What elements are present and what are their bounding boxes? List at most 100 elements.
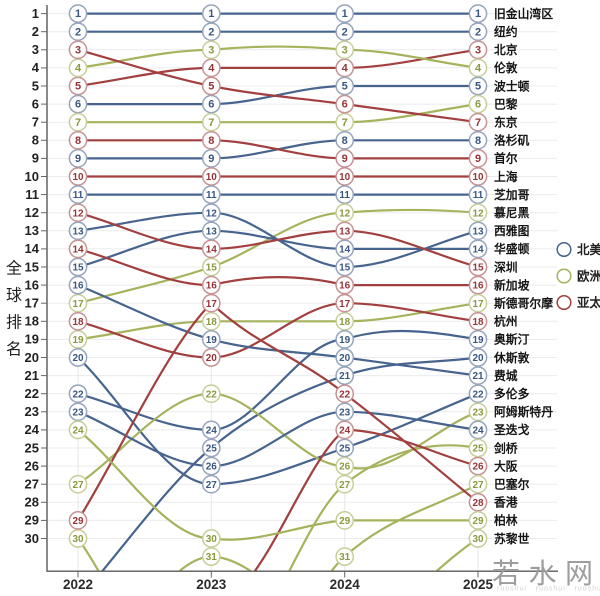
svg-text:13: 13	[339, 226, 351, 237]
svg-text:慕尼黑: 慕尼黑	[493, 206, 530, 220]
svg-text:9: 9	[342, 153, 348, 165]
svg-text:15: 15	[25, 259, 39, 274]
svg-text:2022: 2022	[63, 577, 93, 591]
svg-text:伦敦: 伦敦	[494, 61, 518, 75]
svg-text:18: 18	[206, 317, 218, 328]
svg-text:新加坡: 新加坡	[494, 278, 530, 292]
svg-text:22: 22	[72, 389, 84, 400]
svg-text:7: 7	[342, 117, 348, 129]
svg-text:17: 17	[72, 299, 84, 310]
svg-text:22: 22	[206, 389, 218, 400]
svg-text:15: 15	[472, 263, 484, 274]
svg-text:16: 16	[339, 281, 351, 292]
svg-text:25: 25	[25, 440, 39, 455]
svg-text:14: 14	[472, 245, 484, 256]
svg-text:9: 9	[475, 153, 481, 165]
svg-text:27: 27	[72, 480, 84, 491]
svg-text:多伦多: 多伦多	[494, 387, 530, 401]
svg-text:27: 27	[206, 480, 218, 491]
svg-text:10: 10	[25, 169, 39, 184]
svg-text:25: 25	[472, 444, 484, 455]
svg-text:29: 29	[472, 516, 484, 527]
svg-text:16: 16	[206, 281, 218, 292]
svg-text:23: 23	[72, 407, 84, 418]
svg-text:29: 29	[339, 516, 351, 527]
svg-text:20: 20	[472, 353, 484, 364]
svg-text:19: 19	[339, 335, 351, 346]
svg-text:28: 28	[25, 495, 39, 510]
svg-text:24: 24	[206, 426, 218, 437]
svg-text:球: 球	[6, 287, 22, 305]
svg-text:亚太: 亚太	[577, 295, 600, 310]
svg-text:6: 6	[75, 99, 81, 111]
svg-text:北京: 北京	[494, 43, 518, 57]
svg-text:16: 16	[472, 281, 484, 292]
svg-text:19: 19	[472, 335, 484, 346]
svg-text:24: 24	[472, 426, 484, 437]
svg-text:香港: 香港	[493, 496, 518, 510]
svg-text:剑桥: 剑桥	[493, 441, 518, 455]
svg-text:8: 8	[342, 135, 348, 147]
svg-text:14: 14	[206, 245, 218, 256]
svg-text:21: 21	[25, 368, 39, 383]
svg-text:5: 5	[32, 78, 39, 93]
svg-text:9: 9	[75, 153, 81, 165]
svg-text:20: 20	[25, 350, 39, 365]
svg-text:20: 20	[206, 353, 218, 364]
svg-text:1: 1	[342, 8, 348, 20]
svg-text:6: 6	[475, 99, 481, 111]
svg-text:欧洲: 欧洲	[577, 269, 600, 284]
svg-text:5: 5	[208, 81, 214, 93]
svg-text:旧金山湾区: 旧金山湾区	[494, 7, 553, 21]
svg-text:巴黎: 巴黎	[494, 97, 518, 111]
svg-text:5: 5	[475, 81, 481, 93]
svg-text:23: 23	[25, 404, 39, 419]
svg-text:波士顿: 波士顿	[494, 79, 530, 93]
svg-text:西雅图: 西雅图	[494, 224, 530, 238]
svg-text:22: 22	[25, 386, 39, 401]
svg-text:19: 19	[72, 335, 84, 346]
svg-text:2024: 2024	[330, 577, 361, 591]
svg-text:4: 4	[475, 63, 482, 75]
svg-text:1: 1	[32, 6, 39, 21]
svg-text:3: 3	[75, 44, 81, 56]
svg-text:30: 30	[25, 531, 39, 546]
svg-text:深圳: 深圳	[494, 260, 518, 274]
svg-text:费城: 费城	[494, 369, 518, 383]
svg-text:26: 26	[25, 458, 39, 473]
svg-text:2025: 2025	[463, 577, 494, 591]
svg-text:5: 5	[342, 81, 348, 93]
svg-text:4: 4	[32, 60, 40, 75]
svg-text:8: 8	[32, 133, 39, 148]
svg-text:12: 12	[25, 205, 39, 220]
svg-text:洛杉矶: 洛杉矶	[494, 134, 530, 148]
svg-text:杭州: 杭州	[494, 315, 518, 329]
svg-text:31: 31	[339, 552, 351, 563]
svg-text:20: 20	[72, 353, 84, 364]
svg-text:30: 30	[206, 534, 218, 545]
svg-text:4: 4	[208, 63, 215, 75]
svg-text:19: 19	[25, 332, 39, 347]
svg-text:全: 全	[6, 260, 22, 278]
svg-text:20: 20	[339, 353, 351, 364]
svg-text:16: 16	[72, 281, 84, 292]
svg-text:14: 14	[72, 245, 84, 256]
svg-text:6: 6	[32, 96, 39, 111]
svg-text:21: 21	[472, 371, 484, 382]
svg-text:10: 10	[206, 172, 218, 183]
svg-text:12: 12	[472, 208, 484, 219]
svg-text:9: 9	[208, 153, 214, 165]
svg-text:26: 26	[472, 462, 484, 473]
svg-text:10: 10	[72, 172, 84, 183]
svg-text:北美: 北美	[577, 242, 600, 257]
svg-text:2023: 2023	[196, 577, 227, 591]
svg-text:华盛顿: 华盛顿	[494, 242, 530, 256]
svg-text:5: 5	[75, 81, 81, 93]
svg-text:24: 24	[72, 426, 84, 437]
svg-text:23: 23	[339, 407, 351, 418]
svg-text:31: 31	[206, 552, 218, 563]
svg-text:30: 30	[72, 534, 84, 545]
svg-text:大阪: 大阪	[494, 459, 518, 473]
svg-text:巴塞尔: 巴塞尔	[494, 478, 530, 492]
svg-text:26: 26	[339, 462, 351, 473]
